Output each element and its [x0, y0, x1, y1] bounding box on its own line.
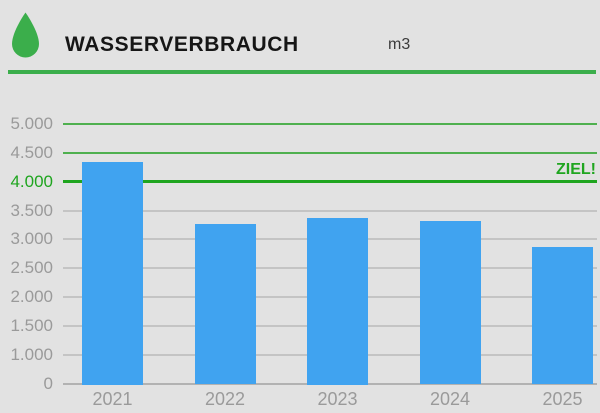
water-drop-icon: [12, 12, 39, 58]
unit-label: m3: [388, 36, 411, 53]
gridline: [63, 209, 597, 212]
y-axis-tick-label: 1.000: [10, 344, 53, 364]
goal-label: ZIEL!: [556, 161, 596, 178]
bar-2024: [419, 221, 481, 385]
y-axis-tick-label: 4.500: [10, 142, 53, 162]
goal-gridline: [63, 180, 597, 184]
page-title: WASSERVERBRAUCH: [65, 33, 299, 56]
x-axis-tick-label: 2023: [317, 389, 358, 409]
y-axis-tick-label: 3.500: [10, 200, 53, 220]
header-divider: [8, 70, 596, 74]
y-axis-tick-label: 2.500: [10, 258, 53, 278]
bar-2023: [307, 218, 368, 385]
y-axis-tick-label: 1.500: [10, 315, 53, 335]
y-axis-tick-label: 4.000: [10, 171, 53, 191]
y-axis-tick-label: 2.000: [10, 287, 53, 306]
bar-2021: [82, 161, 143, 385]
gridline: [63, 123, 597, 125]
gridline: [63, 151, 597, 154]
x-axis-tick-label: 2021: [92, 389, 133, 409]
y-axis-tick-label: 0: [43, 373, 53, 393]
x-axis-tick-label: 2024: [429, 389, 471, 409]
x-axis-tick-label: 2022: [204, 389, 246, 409]
y-axis-tick-label: 5.000: [10, 114, 53, 133]
y-axis-tick-label: 3.000: [10, 229, 53, 249]
bar-2022: [194, 224, 256, 385]
bar-2025: [532, 246, 593, 385]
x-axis-tick-label: 2025: [542, 389, 583, 409]
